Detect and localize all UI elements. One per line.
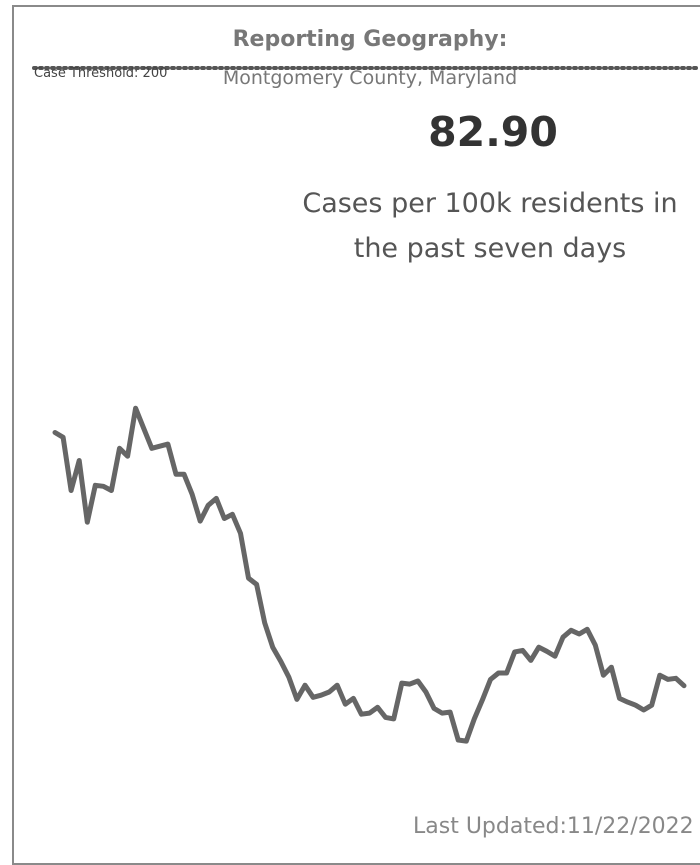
kpi-description: Cases per 100k residents in the past sev… [302, 188, 678, 264]
threshold-text: Case Threshold: [34, 66, 139, 81]
geography-header: Reporting Geography: [232, 27, 508, 52]
last-updated-date: 11/22/2022 [566, 814, 694, 839]
last-updated-label: Last Updated: [413, 814, 567, 839]
threshold-value: 200 [142, 66, 168, 81]
threshold-label: Case Threshold: 200 [34, 66, 167, 81]
geography-name: Montgomery County, Maryland [222, 67, 518, 89]
kpi-value: 82.90 [428, 108, 558, 156]
last-updated: Last Updated:11/22/2022 [413, 814, 694, 839]
trend-line [52, 405, 687, 744]
